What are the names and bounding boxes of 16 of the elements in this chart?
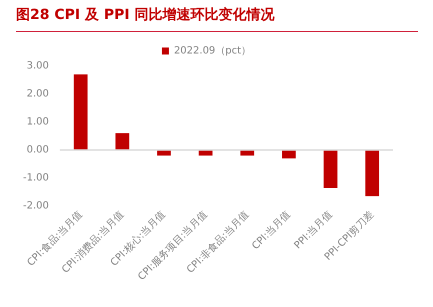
y-tick-label: 2.00 bbox=[26, 88, 49, 100]
bar bbox=[365, 150, 380, 196]
bar bbox=[74, 74, 88, 150]
y-tick-label: 3.00 bbox=[26, 60, 49, 72]
y-tick-label: -2.00 bbox=[23, 200, 49, 212]
bar bbox=[324, 150, 338, 188]
chart-title: 图28 CPI 及 PPI 同比增速环比变化情况 bbox=[16, 6, 274, 24]
y-tick-label: 0.00 bbox=[26, 144, 49, 156]
bar bbox=[282, 150, 296, 158]
bar bbox=[115, 133, 130, 150]
y-tick-label: 1.00 bbox=[26, 116, 49, 128]
bar bbox=[198, 150, 212, 156]
x-tick-label: CPI:当月值 bbox=[249, 208, 293, 252]
bar bbox=[157, 150, 171, 156]
legend-label: 2022.09（pct） bbox=[174, 46, 252, 57]
y-tick-label: -1.00 bbox=[23, 172, 49, 184]
